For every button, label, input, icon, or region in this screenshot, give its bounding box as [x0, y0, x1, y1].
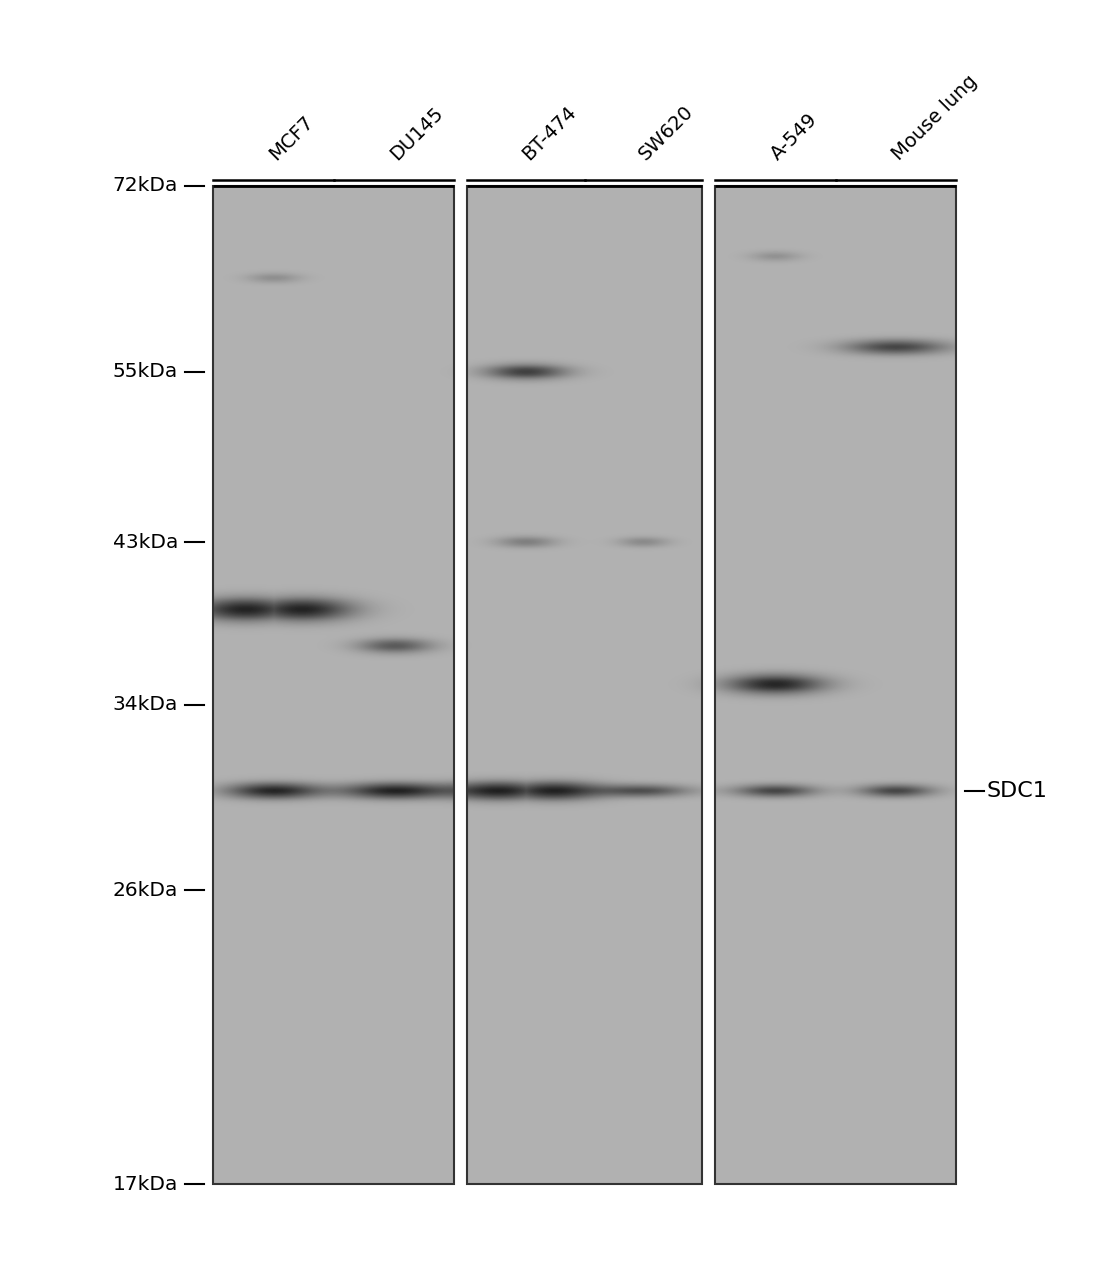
- Text: BT-474: BT-474: [518, 102, 579, 164]
- Bar: [213, 186, 455, 1184]
- Bar: [715, 186, 956, 1184]
- Text: A-549: A-549: [767, 110, 822, 164]
- Text: Mouse lung: Mouse lung: [889, 72, 980, 164]
- Text: DU145: DU145: [386, 104, 447, 164]
- Text: 17kDa: 17kDa: [113, 1175, 178, 1193]
- Text: MCF7: MCF7: [266, 113, 317, 164]
- Text: SW620: SW620: [635, 102, 697, 164]
- Bar: [468, 186, 702, 1184]
- Text: SDC1: SDC1: [987, 781, 1048, 801]
- Text: 55kDa: 55kDa: [113, 362, 178, 381]
- Text: 26kDa: 26kDa: [113, 881, 178, 900]
- Text: 43kDa: 43kDa: [113, 532, 178, 552]
- Text: 34kDa: 34kDa: [113, 695, 178, 714]
- Text: 72kDa: 72kDa: [113, 177, 178, 195]
